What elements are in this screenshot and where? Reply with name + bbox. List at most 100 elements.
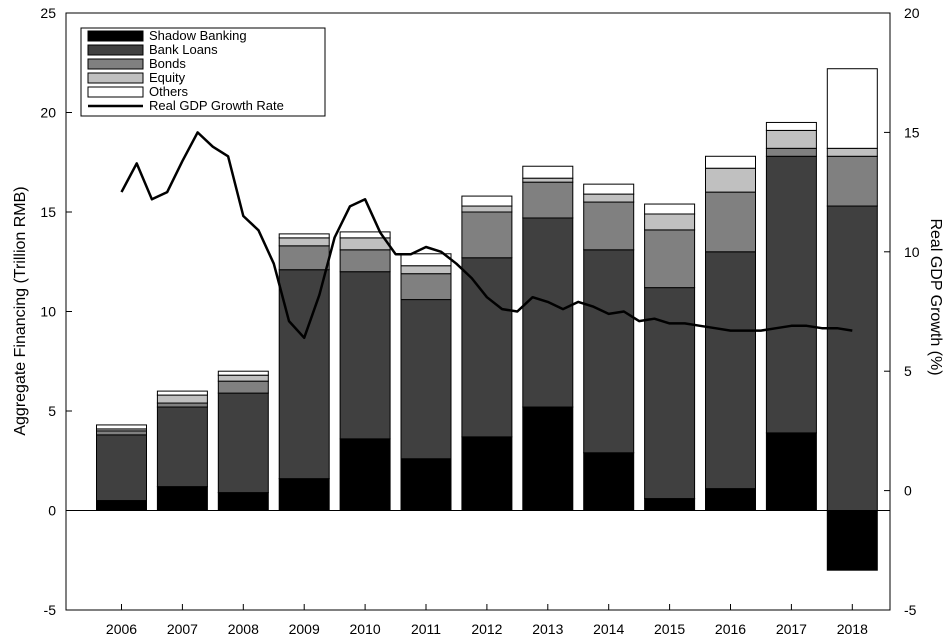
bar-equity-2015 <box>644 213 696 231</box>
x-tick-label: 2011 <box>411 621 441 637</box>
y-right-tick-label: 5 <box>904 363 912 379</box>
bar-equity-2014 <box>583 193 635 203</box>
y-right-tick-label: 15 <box>904 124 920 140</box>
bar-others-2013 <box>522 165 574 179</box>
bar-shadow-banking-2017 <box>765 432 817 512</box>
bar-equity-2009 <box>278 237 330 247</box>
bar-equity-2012 <box>461 205 513 213</box>
bar-others-2009 <box>278 233 330 239</box>
y-right-tick-label: 10 <box>904 244 920 260</box>
bar-shadow-banking-2009 <box>278 478 330 512</box>
bar-shadow-banking-2007 <box>156 486 208 511</box>
bar-shadow-banking-2014 <box>583 452 635 512</box>
y-tick-label: -5 <box>44 602 57 618</box>
bar-bank-loans-2012 <box>461 257 513 438</box>
legend-label-others: Others <box>149 84 189 99</box>
y-tick-label: 10 <box>40 304 56 320</box>
y-right-tick-label: -5 <box>904 602 917 618</box>
x-tick-label: 2015 <box>654 621 685 637</box>
bar-shadow-banking-2013 <box>522 406 574 511</box>
bar-shadow-banking-2006 <box>96 500 147 511</box>
bar-bank-loans-2006 <box>96 434 147 502</box>
y-tick-label: 20 <box>40 105 56 121</box>
bar-bank-loans-2009 <box>278 269 330 480</box>
bar-others-2007 <box>156 390 208 396</box>
x-tick-label: 2017 <box>776 621 807 637</box>
bar-bonds-2011 <box>400 273 452 301</box>
x-tick-label: 2016 <box>715 621 746 637</box>
x-tick-label: 2013 <box>532 621 563 637</box>
y-tick-label: 25 <box>40 5 56 21</box>
bar-shadow-banking-2010 <box>339 438 391 511</box>
bar-bank-loans-2007 <box>156 406 208 488</box>
axes-group: -5 0 5 10 15 20 25 -5 0 5 10 15 20 2006 2007 2008 2009 20… <box>40 5 919 637</box>
y-right-tick-label: 20 <box>904 5 920 21</box>
bar-bank-loans-2017 <box>765 155 817 434</box>
bar-bonds-2012 <box>461 211 513 259</box>
bar-shadow-banking-2008 <box>217 492 269 511</box>
bar-others-2015 <box>644 203 696 215</box>
bar-equity-2016 <box>705 167 756 193</box>
legend-swatch-bonds <box>87 58 144 70</box>
y-tick-label: 5 <box>48 403 56 419</box>
bar-equity-2008 <box>217 374 269 382</box>
bar-others-2011 <box>400 253 452 267</box>
bar-bonds-2009 <box>278 245 330 271</box>
bar-others-2014 <box>583 183 635 195</box>
legend-label-bank-loans: Bank Loans <box>149 42 218 57</box>
bar-bank-loans-2014 <box>583 249 635 454</box>
bar-bonds-2018 <box>826 155 878 207</box>
bar-equity-2010 <box>339 237 391 251</box>
x-tick-label: 2008 <box>228 621 259 637</box>
bar-equity-2007 <box>156 394 208 404</box>
x-tick-label: 2014 <box>593 621 624 637</box>
bar-bonds-2006 <box>96 430 147 436</box>
bar-shadow-banking-2012 <box>461 436 513 511</box>
legend-swatch-equity <box>87 72 144 84</box>
gdp-growth-line <box>120 131 853 340</box>
legend-swatch-bank-loans <box>87 44 144 56</box>
bar-bank-loans-2013 <box>522 217 574 408</box>
bar-others-2012 <box>461 195 513 207</box>
legend-swatch-others <box>87 86 144 98</box>
legend-label-real-gdp-growth-rate: Real GDP Growth Rate <box>149 98 284 113</box>
bar-others-2018 <box>826 68 878 149</box>
bar-equity-2017 <box>765 129 817 149</box>
x-tick-label: 2018 <box>837 621 868 637</box>
x-tick-label: 2006 <box>106 621 137 637</box>
bar-bonds-2017 <box>765 147 817 157</box>
legend-box <box>80 27 326 117</box>
bar-bonds-2015 <box>644 229 696 289</box>
bar-bonds-2010 <box>339 249 391 273</box>
legend-label-equity: Equity <box>149 70 186 85</box>
bar-bonds-2014 <box>583 201 635 251</box>
bar-equity-2011 <box>400 265 452 275</box>
legend-label-bonds: Bonds <box>149 56 186 71</box>
bar-others-2008 <box>217 370 269 376</box>
bar-equity-2013 <box>522 177 574 183</box>
x-tick-label: 2007 <box>167 621 198 637</box>
bar-bank-loans-2008 <box>217 392 269 494</box>
bar-others-2010 <box>339 231 391 239</box>
bar-bank-loans-2018 <box>826 205 878 511</box>
y-right-tick-label: 0 <box>904 483 912 499</box>
y-axis-right-title: Real GDP Growth (%) <box>927 218 944 375</box>
legend-label-shadow-banking: Shadow Banking <box>149 28 247 43</box>
gdp-line-group <box>120 131 853 340</box>
x-tick-label: 2012 <box>471 621 502 637</box>
x-tick-label: 2009 <box>289 621 320 637</box>
bar-bonds-2008 <box>217 380 269 394</box>
bar-equity-2018 <box>826 147 878 157</box>
bar-bank-loans-2010 <box>339 271 391 440</box>
y-axis-title: Aggregate Financing (Trillion RMB) <box>12 186 29 435</box>
bar-others-2016 <box>705 155 756 169</box>
bar-bonds-2007 <box>156 402 208 408</box>
x-tick-label: 2010 <box>350 621 381 637</box>
y-tick-label: 15 <box>40 204 56 220</box>
bar-bank-loans-2016 <box>705 251 756 490</box>
bar-shadow-banking-2018 <box>826 510 878 571</box>
bar-shadow-banking-2011 <box>400 458 452 512</box>
bar-shadow-banking-2016 <box>705 488 756 511</box>
